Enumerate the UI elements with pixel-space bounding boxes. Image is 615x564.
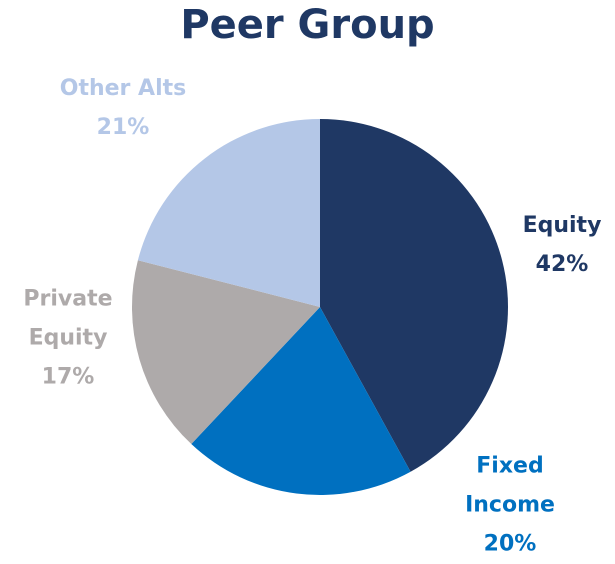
value-label: 21% — [96, 115, 150, 140]
slice-label: Other Alts 21% — [60, 69, 187, 147]
pie-slice — [132, 260, 320, 445]
value-label: 17% — [41, 364, 95, 390]
chart — [132, 119, 509, 495]
value-label: 42% — [535, 252, 589, 277]
category-label: Equity — [522, 213, 602, 238]
value-label: 20% — [483, 531, 537, 557]
pie-slice — [137, 119, 320, 307]
pie-slice — [320, 119, 509, 472]
chart-title: Peer Group — [180, 2, 435, 48]
slice-label: Equity 42% — [523, 206, 602, 284]
category-label: Fixed Income — [465, 453, 555, 518]
page: Peer Group (() => { const data = JSON.pa… — [13, 2, 602, 557]
pie-slice — [191, 307, 411, 495]
category-label: Private Equity — [23, 286, 113, 351]
category-label: Other Alts — [59, 76, 187, 101]
slice-label: Private Equity 17% — [13, 280, 123, 397]
slice-label: Fixed Income 20% — [458, 447, 563, 564]
